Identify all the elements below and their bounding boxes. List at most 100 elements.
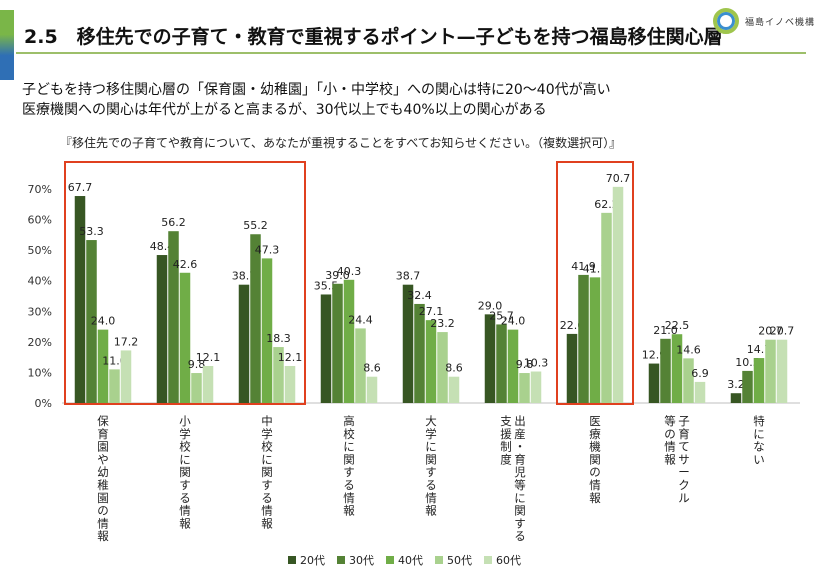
category-label-char: る: [343, 478, 355, 492]
category-label-char: す: [425, 465, 437, 479]
bar: [97, 329, 109, 403]
category-label-char: な: [753, 440, 765, 454]
data-label: 20.7: [758, 325, 783, 338]
legend-label: 40代: [398, 554, 423, 567]
bar: [694, 381, 706, 403]
chart-legend: 20代 30代 40代 50代 60代: [288, 552, 521, 568]
category-label-char: す: [514, 516, 526, 530]
category-label-char: に: [343, 440, 355, 454]
data-label: 38.7: [396, 270, 421, 283]
data-label: 41.9: [571, 260, 596, 273]
bar: [355, 328, 366, 403]
category-label-char: 情: [97, 516, 109, 530]
bar: [742, 370, 753, 403]
category-label-char: 園: [97, 491, 109, 505]
bar: [261, 258, 273, 403]
category-label-char: サ: [678, 452, 690, 466]
category-label-char: 情: [589, 478, 601, 492]
data-label: 24.0: [91, 315, 116, 328]
category-label-char: 報: [261, 516, 273, 530]
data-label: 3.2: [727, 378, 745, 391]
legend-swatch: [288, 556, 296, 564]
data-label: 55.2: [243, 219, 268, 232]
y-tick-label: 40%: [28, 275, 52, 288]
category-label-char: る: [425, 478, 437, 492]
logo-text: 福島イノベ機構: [744, 17, 815, 28]
bar: [284, 366, 296, 403]
bar: [74, 196, 86, 403]
data-label: 14.6: [676, 343, 701, 356]
legend-swatch: [484, 556, 492, 564]
bar: [612, 186, 624, 403]
category-label-char: 制: [500, 440, 512, 454]
category-label-char: す: [343, 465, 355, 479]
data-label: 20.7: [770, 325, 795, 338]
category-label-char: 情: [664, 440, 676, 454]
category-label-char: 報: [589, 491, 601, 505]
category-label-char: 育: [678, 427, 690, 441]
data-label: 12.9: [642, 349, 667, 362]
page-title: 2.5 移住先での子育て・教育で重視するポイント—子どもを持つ福島移住関心層: [24, 26, 723, 48]
category-label-char: 中: [261, 414, 273, 428]
category-label-char: す: [179, 478, 191, 492]
category-label-char: 保: [97, 414, 109, 428]
category-label-char: 情: [179, 504, 191, 518]
legend-label: 20代: [300, 554, 325, 567]
legend-item: 20代: [288, 552, 325, 568]
bar: [776, 339, 788, 403]
y-tick-label: 30%: [28, 305, 52, 318]
category-label-char: の: [589, 465, 601, 479]
bar: [589, 277, 601, 403]
category-label-char: 関: [261, 465, 273, 479]
data-label: 48.4: [150, 240, 175, 253]
data-label: 47.3: [255, 243, 280, 256]
category-label-char: 出: [514, 414, 526, 428]
bar: [448, 376, 460, 403]
category-label-char: に: [261, 452, 273, 466]
category-label-char: 育: [514, 452, 526, 466]
data-label: 9.8: [516, 358, 534, 371]
bar: [250, 234, 261, 403]
bar: [191, 373, 202, 403]
legend-item: 50代: [435, 552, 472, 568]
category-label-char: ク: [678, 478, 690, 492]
category-label-char: 報: [425, 504, 437, 518]
category-label-char: や: [97, 452, 109, 466]
bar: [320, 294, 332, 403]
bar: [519, 373, 530, 403]
category-label-char: 医: [589, 414, 601, 428]
data-label: 32.4: [407, 289, 432, 302]
category-label-char: 高: [343, 414, 355, 428]
data-label: 22.6: [560, 319, 585, 332]
data-label: 14.7: [747, 343, 772, 356]
category-label-char: 幼: [97, 465, 109, 479]
lead-line-2: 医療機関への関心は年代が上がると高まるが、30代以上でも40%以上の関心がある: [22, 102, 547, 118]
category-label-char: 園: [97, 440, 109, 454]
bar: [484, 314, 496, 403]
data-label: 35.5: [314, 279, 339, 292]
bar: [109, 369, 120, 403]
data-label: 29.0: [478, 299, 503, 312]
y-tick-label: 70%: [28, 183, 52, 196]
bar: [507, 329, 519, 403]
data-label: 41.1: [583, 262, 608, 275]
category-label-char: 稚: [97, 478, 109, 492]
bar: [765, 339, 776, 403]
data-label: 39.0: [325, 269, 350, 282]
legend-item: 30代: [337, 552, 374, 568]
data-label: 24.0: [501, 315, 526, 328]
data-label: 8.6: [363, 362, 381, 375]
lead-line-1: 子どもを持つ移住関心層の「保育園・幼稚園」「小・中学校」への関心は特に20～40…: [22, 82, 611, 98]
data-label: 6.9: [691, 367, 709, 380]
bar: [332, 283, 343, 403]
bar: [343, 279, 355, 403]
category-label-char: 情: [425, 491, 437, 505]
highlight-box: [556, 161, 634, 405]
category-label-char: 関: [179, 465, 191, 479]
category-label-char: 療: [589, 427, 601, 441]
category-label-char: 特: [753, 414, 765, 428]
data-label: 8.6: [445, 362, 463, 375]
bar: [601, 212, 612, 403]
data-label: 56.2: [161, 216, 186, 229]
